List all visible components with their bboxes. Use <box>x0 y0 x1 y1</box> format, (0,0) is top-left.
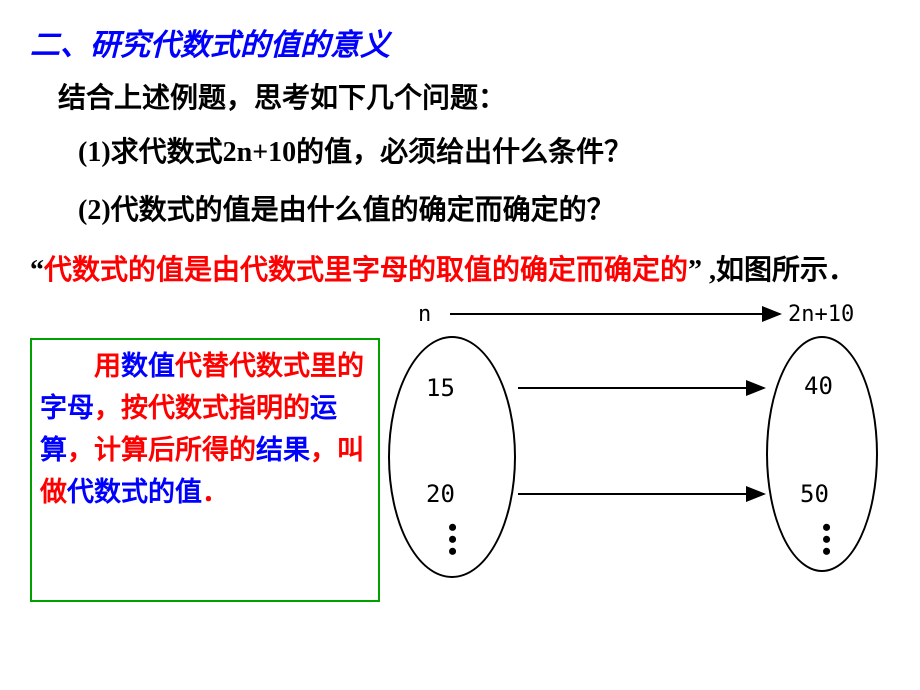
domain-val-15: 15 <box>426 374 455 402</box>
section-title: 二、研究代数式的值的意义 <box>30 20 890 64</box>
key-statement: “代数式的值是由代数式里字母的取值的确定而确定的” ,如图所示． <box>30 246 890 296</box>
lower-row: 用数值代替代数式里的字母，按代数式指明的运算，计算后所得的结果，叫做代数式的值．… <box>30 302 890 602</box>
quote-close: ” , <box>688 255 716 286</box>
def-p1g: ，计算后所得的 <box>67 435 256 465</box>
range-val-50: 50 <box>800 480 829 508</box>
question-1: (1)求代数式2n+10的值，必须给出什么条件？ <box>78 130 890 170</box>
def-p1h: 结果 <box>256 435 310 465</box>
definition-box: 用数值代替代数式里的字母，按代数式指明的运算，计算后所得的结果，叫做代数式的值． <box>30 338 380 602</box>
statement-tail: 如图所示． <box>716 255 856 286</box>
domain-val-20: 20 <box>426 480 455 508</box>
def-p1c: 代替代数式里的 <box>175 351 364 381</box>
range-dots: ••• <box>822 522 831 557</box>
def-p1e: ，按代数式指明的 <box>94 393 310 423</box>
intro-text: 结合上述例题，思考如下几个问题： <box>58 76 890 116</box>
def-p1b: 数值 <box>121 351 175 381</box>
quote-open: “ <box>30 255 44 286</box>
indent <box>40 351 94 381</box>
def-p1a: 用 <box>94 351 121 381</box>
def-p1d: 字母 <box>40 393 94 423</box>
statement-red: 代数式的值是由代数式里字母的取值的确定而确定的 <box>44 255 688 286</box>
def-p1k: ． <box>202 477 229 507</box>
domain-dots: ••• <box>448 522 457 557</box>
def-p1j: 代数式的值 <box>67 477 202 507</box>
question-2: (2)代数式的值是由什么值的确定而确定的？ <box>78 188 890 228</box>
range-val-40: 40 <box>804 372 833 400</box>
mapping-diagram: n 2n+10 15 20 40 50 ••• ••• <box>388 302 878 602</box>
